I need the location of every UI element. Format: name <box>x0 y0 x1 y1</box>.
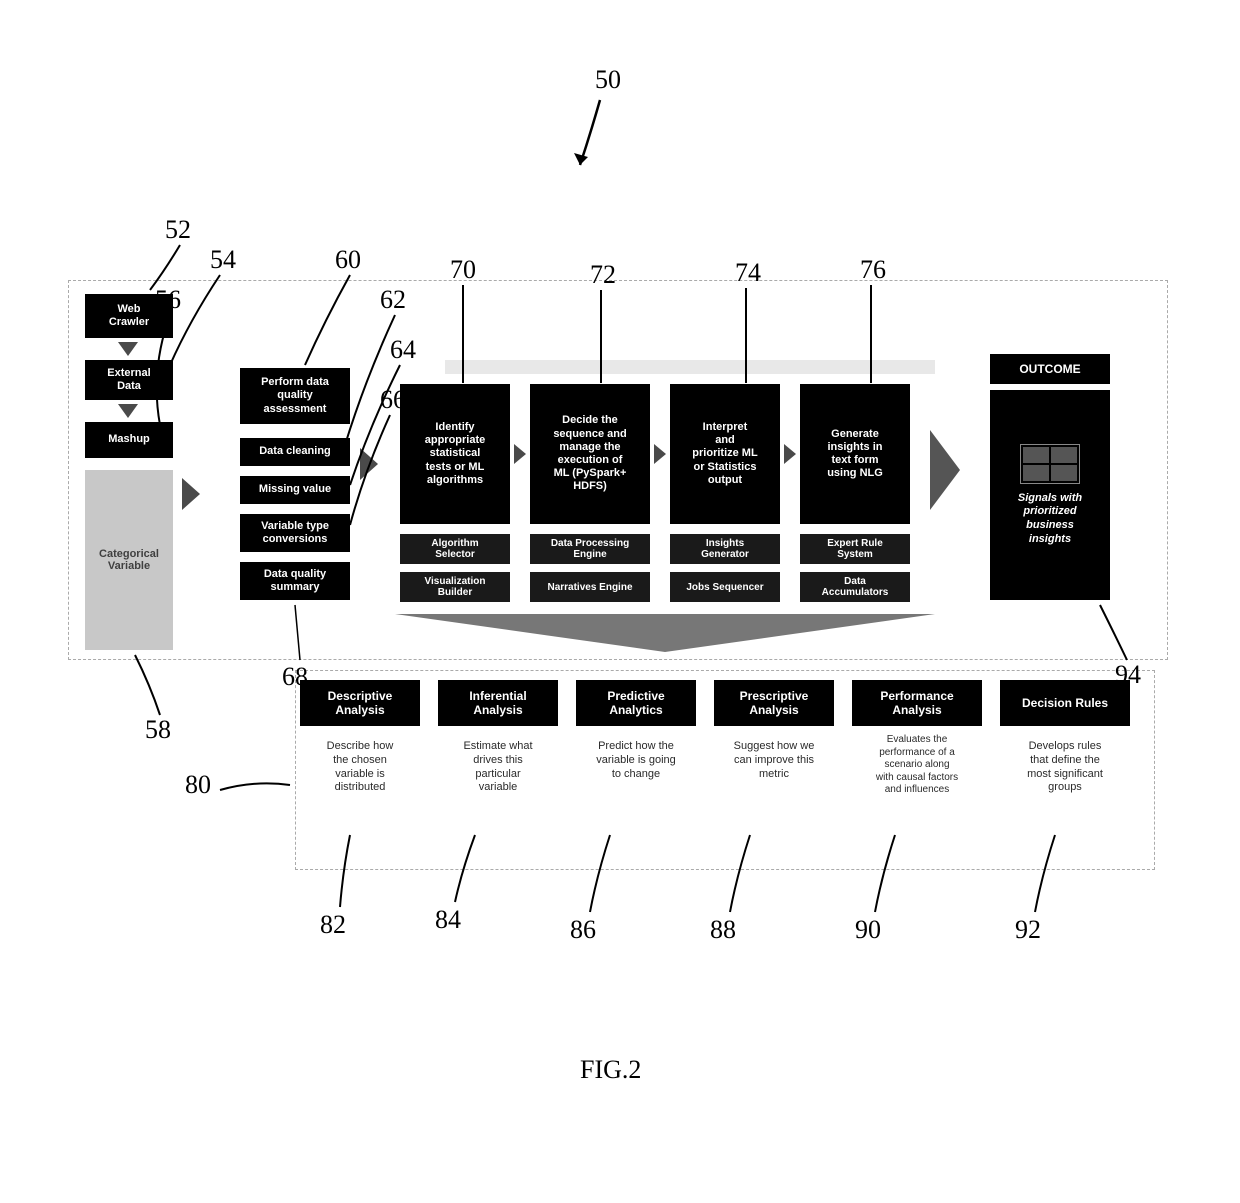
ref-90: 90 <box>855 915 881 945</box>
lead-50 <box>560 95 620 185</box>
ref-72: 72 <box>590 260 616 290</box>
arrow-to-prep <box>182 478 200 510</box>
ref-88: 88 <box>710 915 736 945</box>
analysis-86-desc: Predict how the variable is going to cha… <box>576 740 696 781</box>
ref-82: 82 <box>320 910 346 940</box>
arrow-ext-to-mashup <box>118 404 138 418</box>
box-74: Interpret and prioritize ML or Statistic… <box>670 384 780 524</box>
analysis-90-desc: Evaluates the performance of a scenario … <box>852 734 982 797</box>
label-jobs-seq: Jobs Sequencer <box>670 572 780 602</box>
label-insights-gen: Insights Generator <box>670 534 780 564</box>
outcome-text: Signals with prioritized business insigh… <box>1018 492 1082 547</box>
triangle-to-analysis <box>395 614 935 652</box>
box-quality-summary: Data quality summary <box>240 562 350 600</box>
box-data-cleaning: Data cleaning <box>240 438 350 466</box>
box-76: Generate insights in text form using NLG <box>800 384 910 524</box>
lead-70 <box>462 285 464 383</box>
outcome-header: OUTCOME <box>990 354 1110 384</box>
ref-68: 68 <box>282 662 308 692</box>
box-quality-assess: Perform data quality assessment <box>240 368 350 424</box>
analysis-90-title: Performance Analysis <box>852 680 982 726</box>
analysis-84-desc: Estimate what drives this particular var… <box>438 740 558 795</box>
box-missing-value: Missing value <box>240 476 350 504</box>
box-70: Identify appropriate statistical tests o… <box>400 384 510 524</box>
label-algo-selector: Algorithm Selector <box>400 534 510 564</box>
ref-86: 86 <box>570 915 596 945</box>
analysis-84-title: Inferential Analysis <box>438 680 558 726</box>
lead-68 <box>290 600 310 666</box>
ref-84: 84 <box>435 905 461 935</box>
diagram-canvas: 50 Web Crawler External Data Mashup Cate… <box>0 0 1240 1203</box>
arrow-to-outcome <box>930 430 960 510</box>
arrow-70-72 <box>514 444 526 464</box>
lead-86 <box>585 830 615 917</box>
figure-label: FIG.2 <box>580 1055 641 1085</box>
analysis-82-desc: Describe how the chosen variable is dist… <box>300 740 420 795</box>
lead-58 <box>130 650 170 720</box>
analysis-86-title: Predictive Analytics <box>576 680 696 726</box>
analysis-88-title: Prescriptive Analysis <box>714 680 834 726</box>
ref-74: 74 <box>735 258 761 288</box>
ref-70: 70 <box>450 255 476 285</box>
analysis-92-title: Decision Rules <box>1000 680 1130 726</box>
lead-72 <box>600 290 602 383</box>
lead-66 <box>345 410 395 530</box>
lead-94 <box>1095 600 1135 665</box>
analysis-92-desc: Develops rules that define the most sign… <box>1000 740 1130 795</box>
lead-74 <box>745 288 747 383</box>
box-categorical: Categorical Variable <box>85 470 173 650</box>
lead-82 <box>335 830 355 912</box>
arrow-72-74 <box>654 444 666 464</box>
label-narratives: Narratives Engine <box>530 572 650 602</box>
lead-88 <box>725 830 755 917</box>
ref-80: 80 <box>185 770 211 800</box>
ref-50: 50 <box>595 65 621 95</box>
lead-92 <box>1030 830 1060 917</box>
arrow-crawler-to-ext <box>118 342 138 356</box>
dashboard-icon <box>1020 444 1080 484</box>
ref-92: 92 <box>1015 915 1041 945</box>
lead-90 <box>870 830 900 917</box>
outcome-body: Signals with prioritized business insigh… <box>990 390 1110 600</box>
box-var-conv: Variable type conversions <box>240 514 350 552</box>
ref-76: 76 <box>860 255 886 285</box>
top-bar <box>445 360 935 374</box>
lead-56 <box>145 310 185 430</box>
lead-84 <box>450 830 480 907</box>
box-72: Decide the sequence and manage the execu… <box>530 384 650 524</box>
label-data-accum: Data Accumulators <box>800 572 910 602</box>
label-viz-builder: Visualization Builder <box>400 572 510 602</box>
analysis-82-title: Descriptive Analysis <box>300 680 420 726</box>
label-expert-rule: Expert Rule System <box>800 534 910 564</box>
lead-80 <box>215 775 295 795</box>
analysis-88-desc: Suggest how we can improve this metric <box>714 740 834 781</box>
arrow-74-76 <box>784 444 796 464</box>
lead-76 <box>870 285 872 383</box>
label-data-proc: Data Processing Engine <box>530 534 650 564</box>
